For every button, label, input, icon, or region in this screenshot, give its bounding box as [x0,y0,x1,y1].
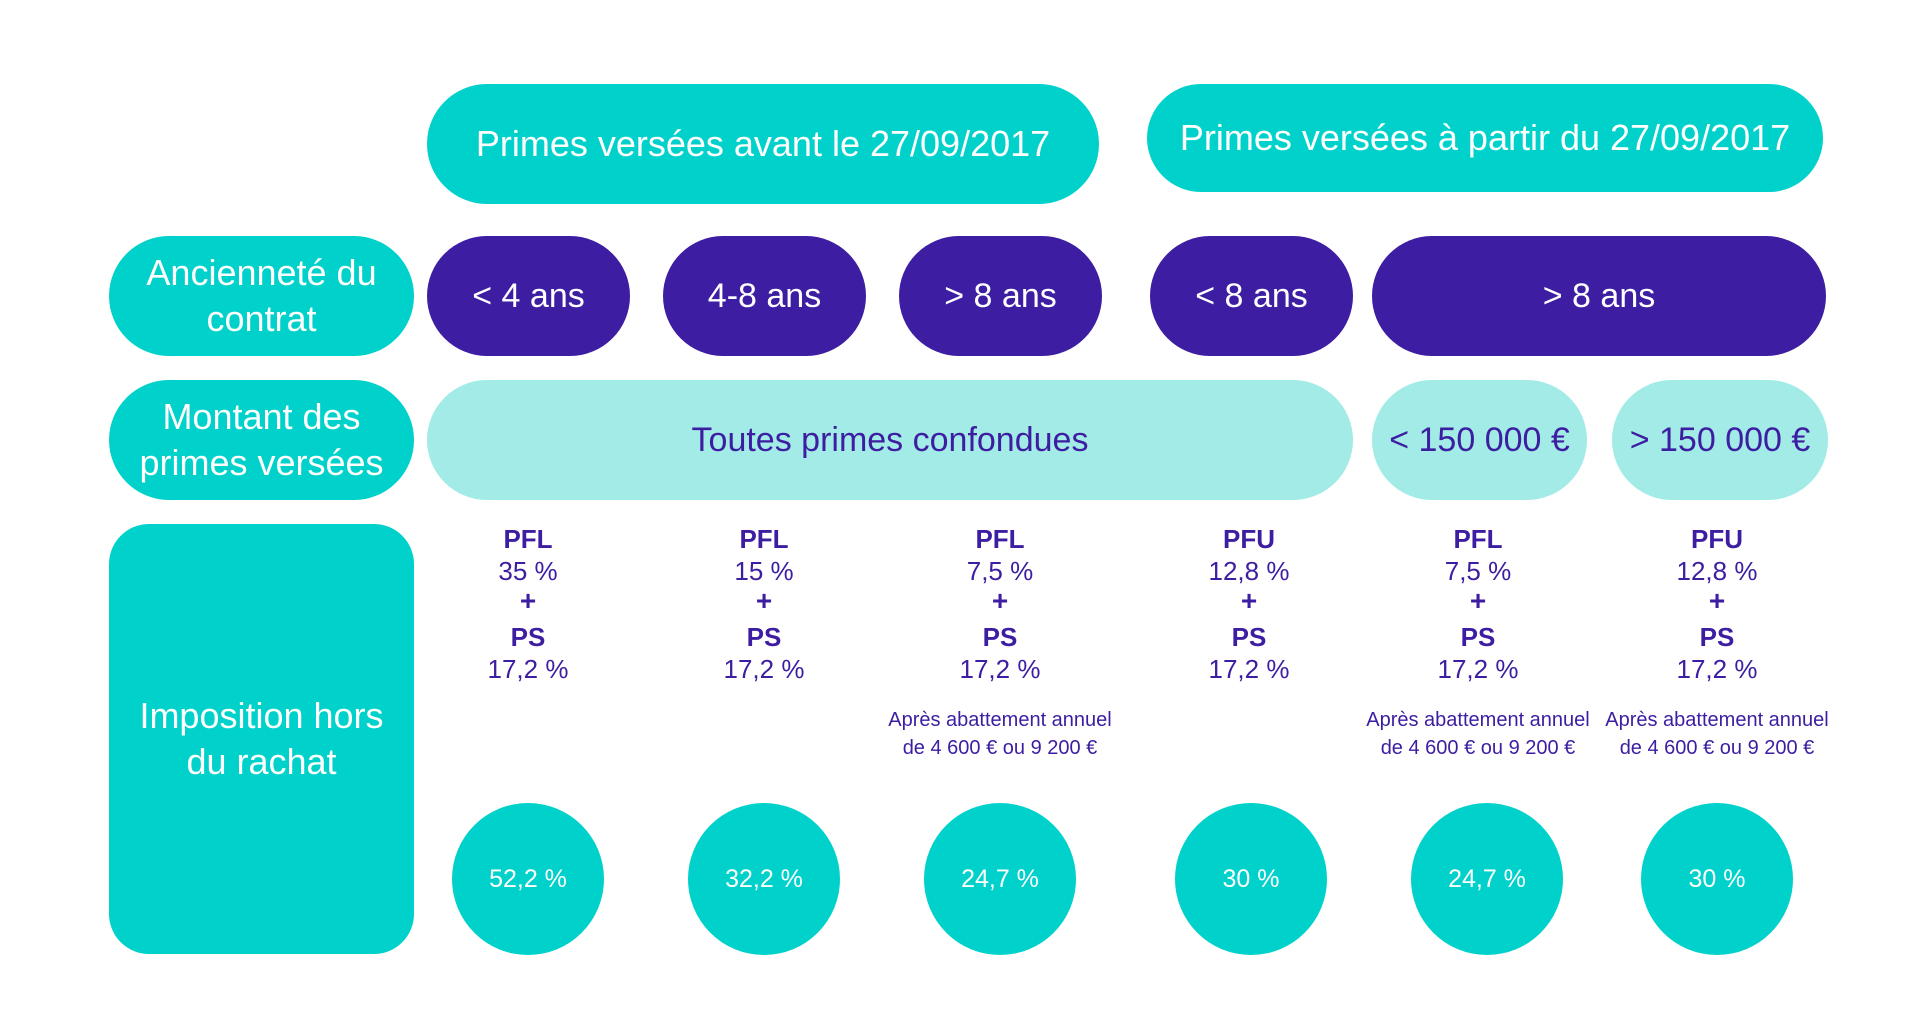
tax-rate-1: 35 % [498,556,558,586]
amount-above-150k: > 150 000 € [1612,380,1828,500]
duration-label: < 4 ans [472,276,585,315]
amount-below-label: < 150 000 € [1389,420,1570,459]
row-label-montant-text: Montant des primes versées [139,396,384,483]
tax-rate-1: 15 % [734,556,794,586]
plus-sign: + [755,585,773,616]
tax-rate-2: 17,2 % [1437,654,1519,684]
total-rate: 30 % [1688,864,1746,893]
plus-sign: + [519,585,537,616]
total-rate-circle: 32,2 % [688,803,840,955]
tax-label-2: PS [1699,622,1735,652]
tax-note: Après abattement annuel de 4 600 € ou 9 … [1605,709,1829,759]
duration-pill-wide: > 8 ans [1372,236,1826,356]
total-rate: 52,2 % [489,864,567,893]
tax-rate-1: 7,5 % [966,556,1034,586]
tax-rate-1: 12,8 % [1208,556,1290,586]
tax-label-2: PS [1460,622,1496,652]
duration-label: > 8 ans [1542,276,1656,315]
total-rate-circle: 24,7 % [924,803,1076,955]
total-rate: 24,7 % [1448,864,1526,893]
tax-detail: PFU 12,8 % + PS 17,2 % [1129,523,1369,685]
tax-label-1: PFU [1223,524,1275,554]
duration-pill: < 8 ans [1150,236,1353,356]
duration-label: < 8 ans [1195,276,1308,315]
tax-label-2: PS [746,622,782,652]
tax-rate-2: 17,2 % [1676,654,1758,684]
row-label-imposition-text: Imposition hors du rachat [139,695,384,782]
amount-above-label: > 150 000 € [1629,420,1811,459]
tax-label-1: PFL [1453,524,1503,554]
tax-rate-2: 17,2 % [487,654,569,684]
total-rate-circle: 24,7 % [1411,803,1563,955]
total-rate-circle: 52,2 % [452,803,604,955]
plus-sign: + [1469,585,1487,616]
tax-note: Après abattement annuel de 4 600 € ou 9 … [1366,709,1590,759]
header-after-label: Primes versées à partir du 27/09/2017 [1179,117,1791,158]
tax-detail: PFU 12,8 % + PS 17,2 % [1597,523,1837,685]
header-before-2017: Primes versées avant le 27/09/2017 [427,84,1099,204]
row-label-anciennete-text: Ancienneté du contrat [146,252,377,339]
plus-sign: + [1240,585,1258,616]
total-rate-circle: 30 % [1641,803,1793,955]
duration-label: 4-8 ans [707,276,822,315]
tax-rate-2: 17,2 % [959,654,1041,684]
total-rate: 32,2 % [725,864,803,893]
tax-rate-2: 17,2 % [1208,654,1290,684]
tax-label-1: PFL [739,524,789,554]
amount-all-primes: Toutes primes confondues [427,380,1353,500]
duration-label: > 8 ans [944,276,1057,315]
tax-rate-1: 7,5 % [1444,556,1512,586]
amount-all-label: Toutes primes confondues [691,420,1089,459]
tax-label-1: PFL [975,524,1025,554]
tax-label-1: PFL [503,524,553,554]
row-label-montant: Montant des primes versées [109,380,414,500]
total-rate-circle: 30 % [1175,803,1327,955]
tax-rate-1: 12,8 % [1676,556,1758,586]
total-rate: 24,7 % [961,864,1039,893]
row-label-imposition: Imposition hors du rachat [109,524,414,954]
row-label-anciennete: Ancienneté du contrat [109,236,414,356]
duration-pill: 4-8 ans [663,236,866,356]
amount-below-150k: < 150 000 € [1372,380,1587,500]
duration-pill: > 8 ans [899,236,1102,356]
tax-rate-2: 17,2 % [723,654,805,684]
tax-label-1: PFU [1691,524,1743,554]
duration-pill: < 4 ans [427,236,630,356]
tax-label-2: PS [982,622,1018,652]
plus-sign: + [991,585,1009,616]
tax-note: Après abattement annuel de 4 600 € ou 9 … [888,709,1112,759]
tax-detail: PFL 35 % + PS 17,2 % [408,523,648,685]
tax-label-2: PS [1231,622,1267,652]
header-before-label: Primes versées avant le 27/09/2017 [475,123,1051,164]
plus-sign: + [1708,585,1726,616]
tax-detail: PFL 7,5 % + PS 17,2 % [880,523,1120,685]
total-rate: 30 % [1222,864,1280,893]
header-after-2017: Primes versées à partir du 27/09/2017 [1147,84,1823,192]
tax-detail: PFL 7,5 % + PS 17,2 % [1358,523,1598,685]
tax-detail: PFL 15 % + PS 17,2 % [644,523,884,685]
tax-label-2: PS [510,622,546,652]
